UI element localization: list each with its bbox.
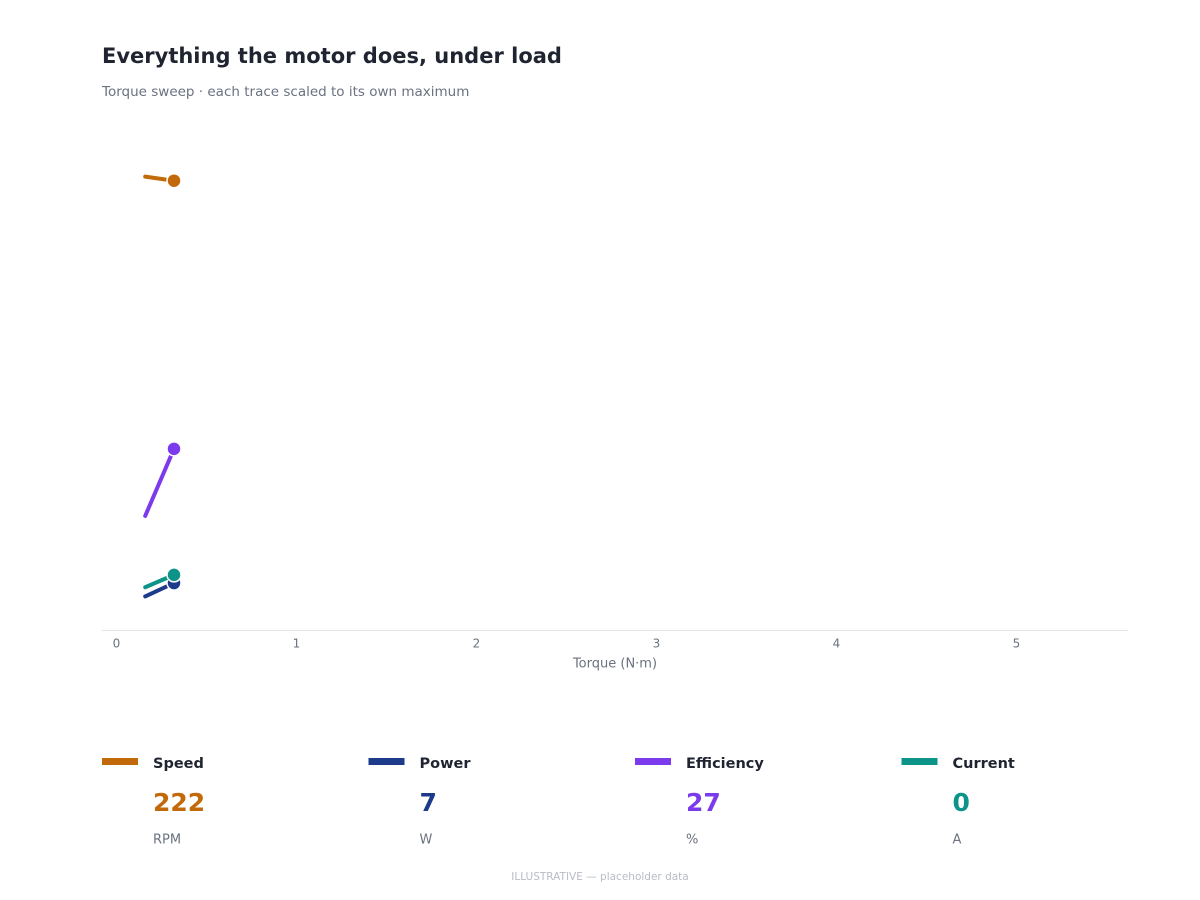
readout-unit: A [953, 833, 962, 848]
readout-value: 0 [953, 788, 970, 817]
series-marker [166, 567, 182, 583]
x-tick-label: 4 [833, 637, 841, 651]
readout-unit: % [686, 833, 698, 848]
legend-swatch [635, 758, 671, 765]
footnote: ILLUSTRATIVE — placeholder data [511, 871, 688, 883]
readout-value: 27 [686, 788, 721, 817]
x-tick-label: 5 [1013, 637, 1021, 651]
legend-label: Efficiency [686, 756, 764, 772]
x-axis-label: Torque (N·m) [572, 657, 657, 672]
x-tick-label: 2 [473, 637, 481, 651]
chart-subtitle: Torque sweep · each trace scaled to its … [101, 84, 469, 100]
series-line [143, 446, 176, 518]
series-marker [166, 172, 182, 189]
chart-title: Everything the motor does, under load [102, 44, 562, 68]
legend-swatch [102, 758, 138, 765]
legend-label: Speed [153, 756, 204, 772]
legend-swatch [368, 758, 405, 765]
readout-unit: RPM [153, 833, 181, 848]
x-tick-label: 3 [653, 637, 661, 651]
legend-swatch [901, 758, 938, 765]
legend-label: Power [420, 756, 472, 772]
x-tick-label: 1 [293, 637, 301, 651]
x-tick-label: 0 [113, 637, 121, 651]
readout-unit: W [420, 833, 433, 848]
readout-value: 7 [420, 788, 437, 817]
readout-value: 222 [153, 788, 205, 817]
series-marker [166, 441, 182, 457]
legend-label: Current [953, 756, 1015, 772]
